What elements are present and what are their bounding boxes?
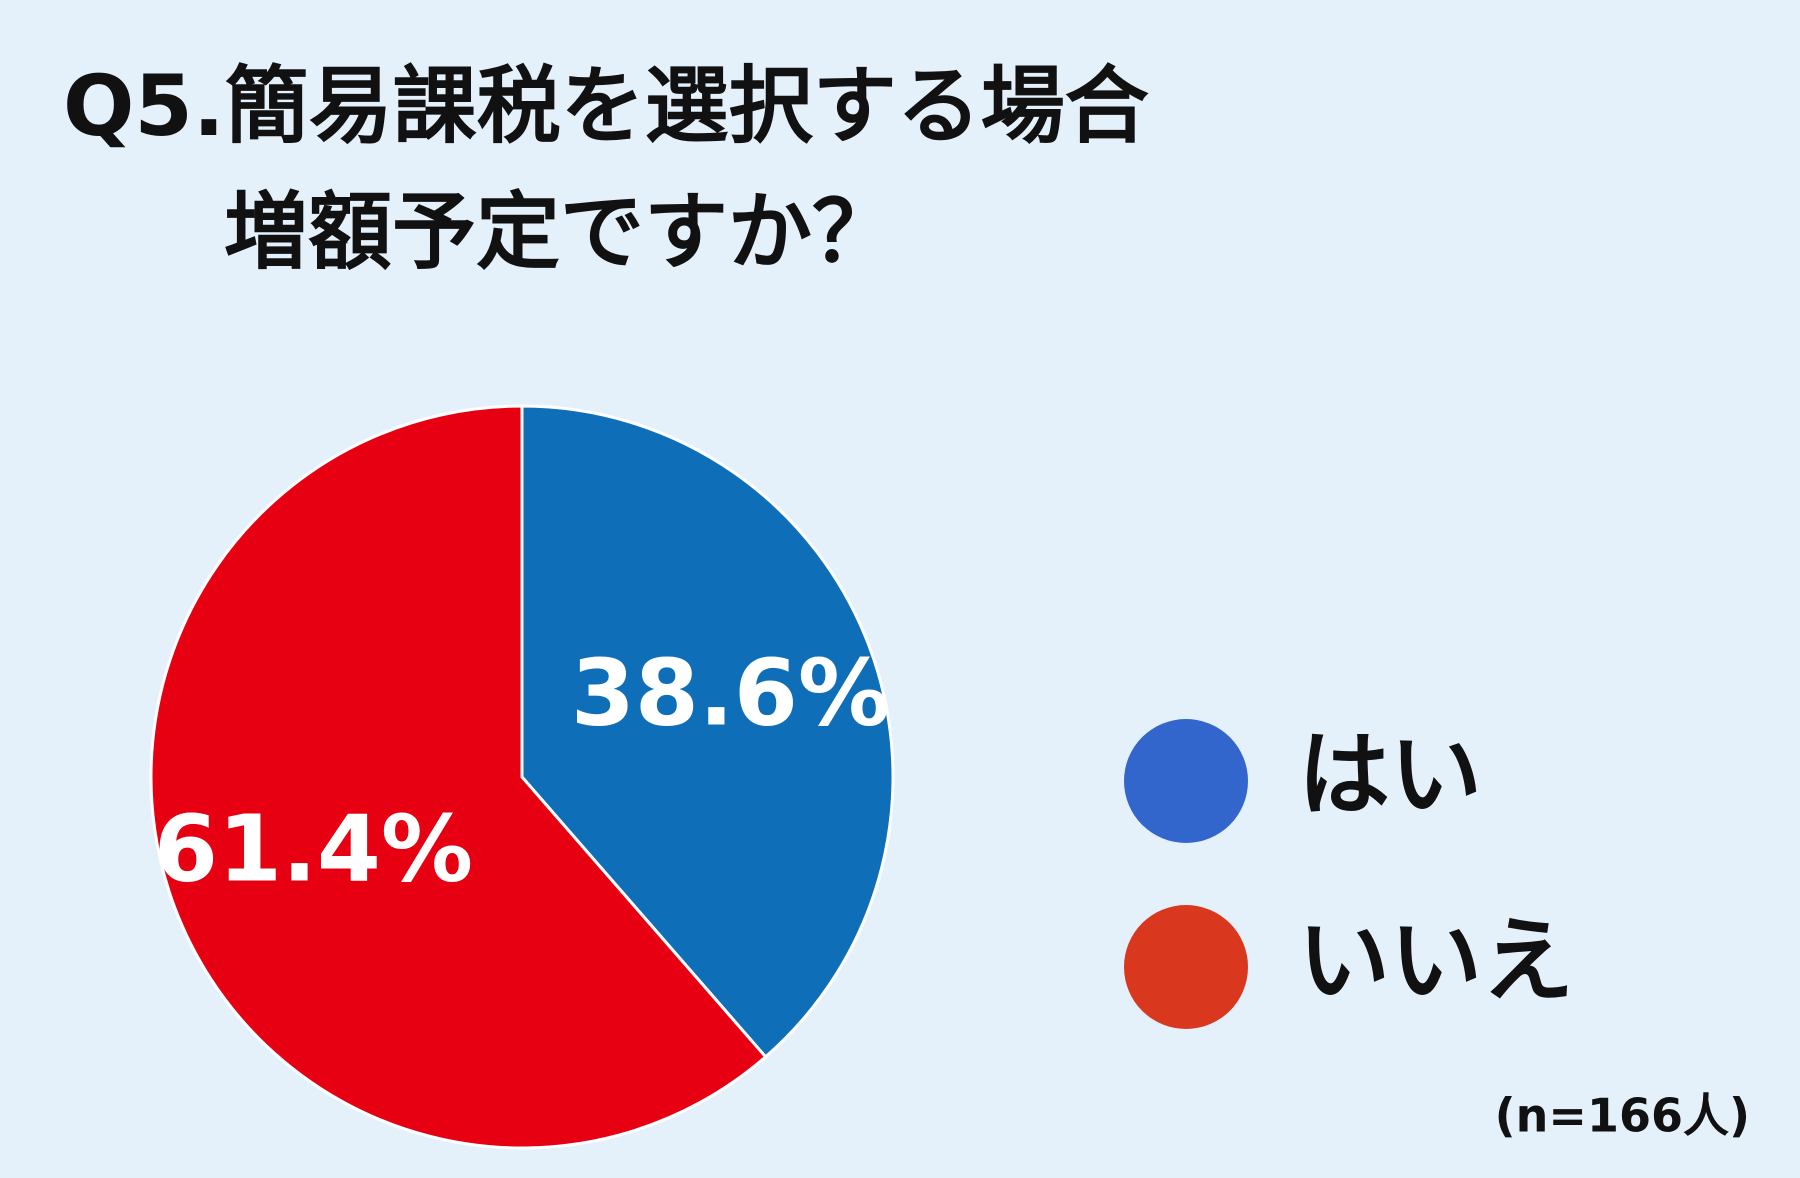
data-label: 38.6% [571, 639, 890, 746]
pie-slice [149, 404, 768, 1150]
legend-marker [1124, 719, 1248, 843]
legend-label: いいえ [1298, 907, 1574, 1014]
data-label: 61.4% [154, 795, 473, 902]
sample-note: (n=166人) [1495, 1089, 1750, 1143]
pie-slice [520, 404, 895, 1059]
chart-title: Q5.簡易課税を選択する場合 [63, 57, 1149, 155]
legend-marker [1124, 905, 1248, 1029]
legend-label: はい [1298, 721, 1482, 828]
chart-title: 増額予定ですか？ [224, 183, 896, 281]
